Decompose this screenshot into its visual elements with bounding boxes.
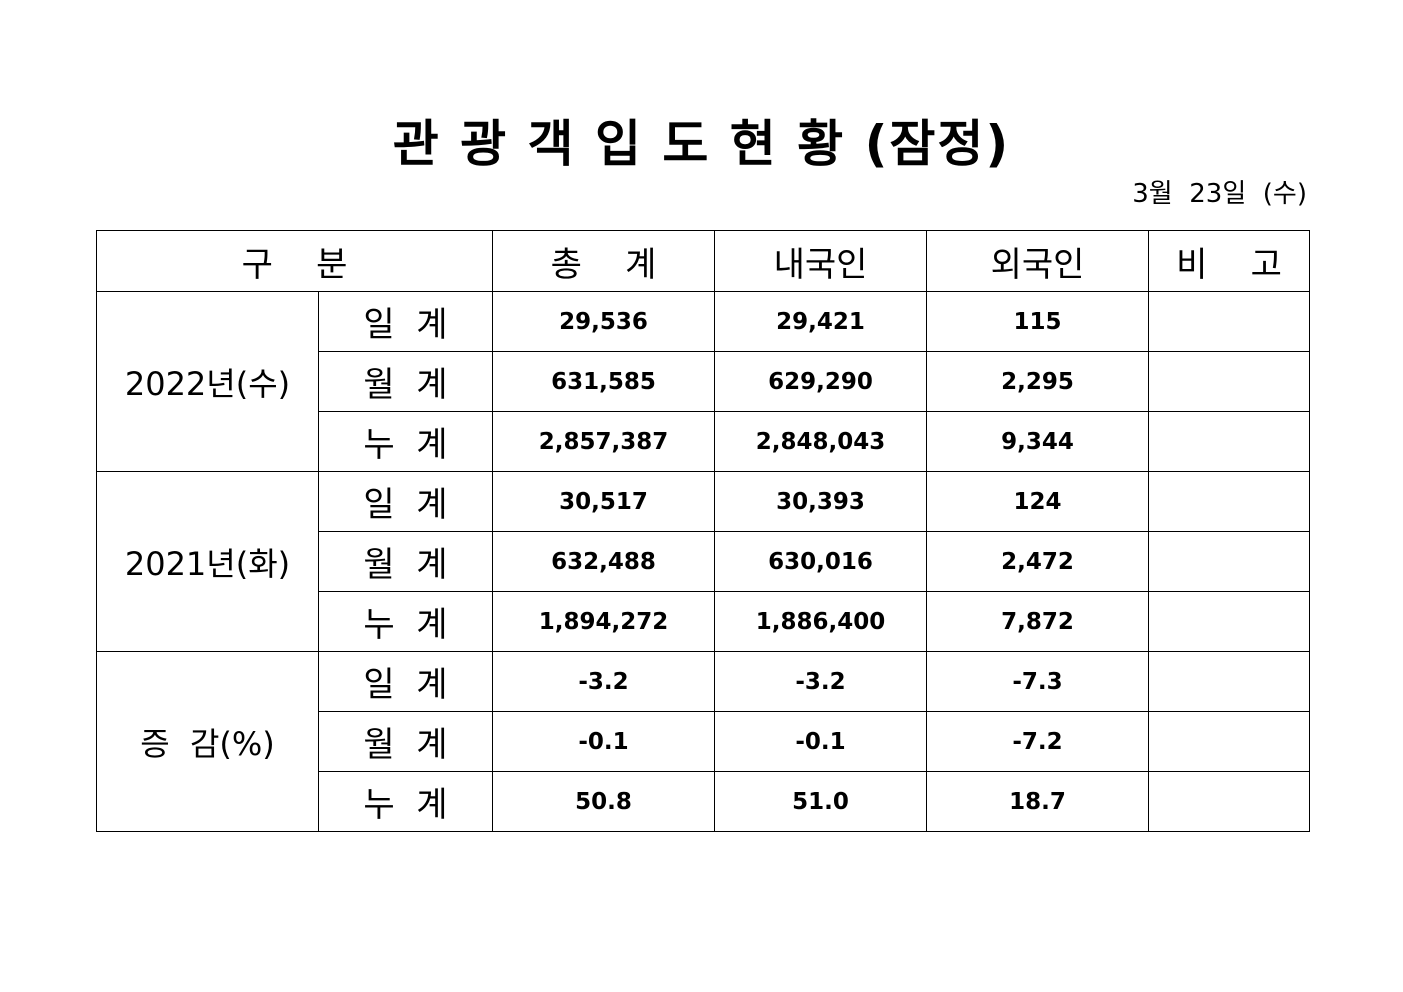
table-header-row: 구 분 총 계 내국인 외국인 비 고 <box>95 230 1311 292</box>
header-foreign: 외국인 <box>926 230 1150 292</box>
cell-domestic: 29,421 <box>714 291 928 352</box>
cell-foreign: 7,872 <box>926 591 1150 652</box>
table-row: 누 계 2,857,387 2,848,043 9,344 <box>97 411 1311 472</box>
group-label-2021: 2021년(화) <box>96 471 319 652</box>
cell-foreign: 2,295 <box>926 351 1150 412</box>
cell-foreign: 124 <box>926 471 1150 532</box>
cell-domestic: -0.1 <box>714 711 928 772</box>
cell-remarks <box>1148 411 1311 472</box>
row-sub-label: 월 계 <box>317 711 494 772</box>
cell-domestic: 51.0 <box>714 771 928 832</box>
cell-total: 632,488 <box>492 531 716 592</box>
cell-foreign: 18.7 <box>926 771 1150 832</box>
header-domestic: 내국인 <box>714 230 928 292</box>
group-label-change: 증 감(%) <box>96 651 319 832</box>
table-row: 증 감(%) 일 계 -3.2 -3.2 -7.3 <box>96 651 1311 832</box>
header-category: 구 분 <box>95 230 494 292</box>
table-row: 2021년(화) 일 계 30,517 30,393 124 <box>96 471 1311 652</box>
page-title: 관 광 객 입 도 현 황 (잠정) <box>392 115 1011 173</box>
cell-total: -0.1 <box>492 711 716 772</box>
cell-remarks <box>1148 771 1311 832</box>
cell-total: -3.2 <box>492 651 716 712</box>
cell-total: 29,536 <box>492 291 716 352</box>
cell-domestic: -3.2 <box>714 651 928 712</box>
cell-total: 631,585 <box>492 351 716 412</box>
table-row: 월 계 -0.1 -0.1 -7.2 <box>97 711 1311 772</box>
cell-foreign: 115 <box>926 291 1150 352</box>
table-row: 2022년(수) 일 계 29,536 29,421 115 <box>96 291 1311 472</box>
cell-remarks <box>1148 471 1311 532</box>
visitor-stats-table: 구 분 총 계 내국인 외국인 비 고 2022년(수) 일 계 29,536 … <box>95 230 1311 832</box>
cell-domestic: 2,848,043 <box>714 411 928 472</box>
cell-domestic: 630,016 <box>714 531 928 592</box>
cell-domestic: 629,290 <box>714 351 928 412</box>
header-remarks: 비 고 <box>1148 230 1311 292</box>
cell-remarks <box>1148 291 1311 352</box>
row-sub-label: 누 계 <box>317 771 494 832</box>
cell-foreign: 2,472 <box>926 531 1150 592</box>
row-sub-label: 누 계 <box>317 591 494 652</box>
row-sub-label: 월 계 <box>317 351 494 412</box>
row-sub-label: 일 계 <box>317 651 494 712</box>
cell-total: 2,857,387 <box>492 411 716 472</box>
table-row: 누 계 50.8 51.0 18.7 <box>97 771 1311 832</box>
row-sub-label: 월 계 <box>317 531 494 592</box>
row-sub-label: 일 계 <box>317 471 494 532</box>
table-row: 월 계 632,488 630,016 2,472 <box>97 531 1311 592</box>
cell-foreign: 9,344 <box>926 411 1150 472</box>
cell-total: 50.8 <box>492 771 716 832</box>
cell-remarks <box>1148 351 1311 412</box>
cell-remarks <box>1148 711 1311 772</box>
cell-total: 1,894,272 <box>492 591 716 652</box>
table-row: 누 계 1,894,272 1,886,400 7,872 <box>97 591 1311 652</box>
row-sub-label: 일 계 <box>317 291 494 352</box>
header-total: 총 계 <box>492 230 716 292</box>
cell-domestic: 30,393 <box>714 471 928 532</box>
cell-domestic: 1,886,400 <box>714 591 928 652</box>
cell-remarks <box>1148 531 1311 592</box>
cell-remarks <box>1148 591 1311 652</box>
report-date: 3월 23일 (수) <box>1132 179 1307 209</box>
cell-foreign: -7.3 <box>926 651 1150 712</box>
group-label-2022: 2022년(수) <box>96 291 319 472</box>
cell-remarks <box>1148 651 1311 712</box>
row-sub-label: 누 계 <box>317 411 494 472</box>
cell-foreign: -7.2 <box>926 711 1150 772</box>
cell-total: 30,517 <box>492 471 716 532</box>
